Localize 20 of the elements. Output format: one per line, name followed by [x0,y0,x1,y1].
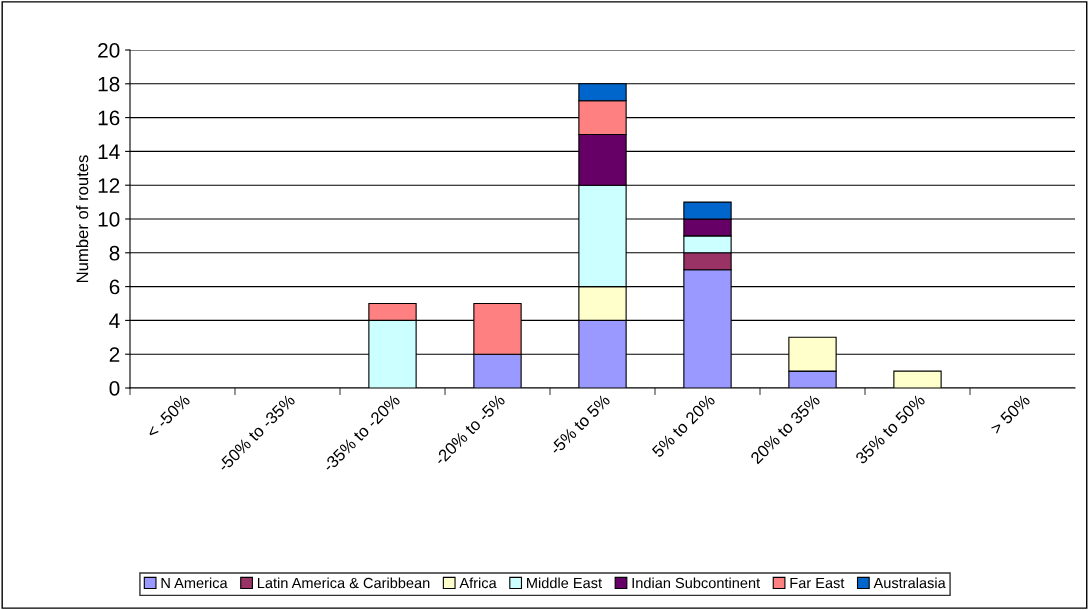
y-tick-label: 20 [98,43,120,58]
legend-label: Indian Subcontinent [632,577,761,589]
y-tick-label: 6 [109,279,120,295]
legend-label: Africa [459,577,497,589]
legend-label: Latin America & Caribbean [257,577,430,589]
y-axis-title: Number of routes [76,155,89,283]
y-tick-label: 12 [98,178,120,193]
y-tick-label: 14 [98,144,120,159]
y-tick-label: 4 [109,313,120,328]
y-tick-label: 18 [98,76,120,92]
legend-label: Australasia [873,577,946,589]
y-tick-label: 16 [98,110,120,126]
legend-label: N America [161,577,228,589]
y-tick-label: 2 [109,347,120,362]
y-tick-label: 10 [98,212,120,227]
y-tick-label: 0 [109,381,120,396]
y-tick-label: 8 [109,245,120,261]
legend-label: Far East [790,577,845,589]
legend-label: Middle East [527,577,602,589]
x-tick-label: -5% to 5% [549,393,611,456]
